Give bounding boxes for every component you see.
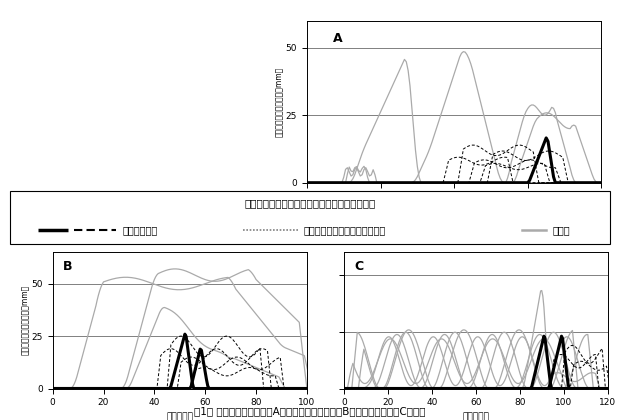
Text: ：排卵卵胞，: ：排卵卵胞， [122,225,157,235]
X-axis label: 分娩後日数: 分娩後日数 [166,413,193,420]
Text: C: C [355,260,364,273]
Text: ：囊腫様卵胞または卵胞囊腫，: ：囊腫様卵胞または卵胞囊腫， [304,225,386,235]
FancyBboxPatch shape [11,191,609,244]
X-axis label: 分娩後日数: 分娩後日数 [463,413,489,420]
Text: ：黄体: ：黄体 [552,225,570,235]
Text: A: A [334,32,343,45]
X-axis label: 分娩後日数: 分娩後日数 [441,207,467,216]
Y-axis label: 卵胞および黄体の直径（mm）: 卵胞および黄体の直径（mm） [275,67,285,137]
Y-axis label: 卵胞および黄体の直径（mm）: 卵胞および黄体の直径（mm） [21,285,30,355]
Text: 図1． 囊腫様卵胞（排卵・A）、卵胞囊腫（複数シB）、多発卵胞波（C）の例: 図1． 囊腫様卵胞（排卵・A）、卵胞囊腫（複数シB）、多発卵胞波（C）の例 [194,407,426,417]
Text: B: B [63,260,73,273]
Text: 実線：右側卵巣の卵胞，点線：左側卵巣の卵胞: 実線：右側卵巣の卵胞，点線：左側卵巣の卵胞 [244,198,376,208]
